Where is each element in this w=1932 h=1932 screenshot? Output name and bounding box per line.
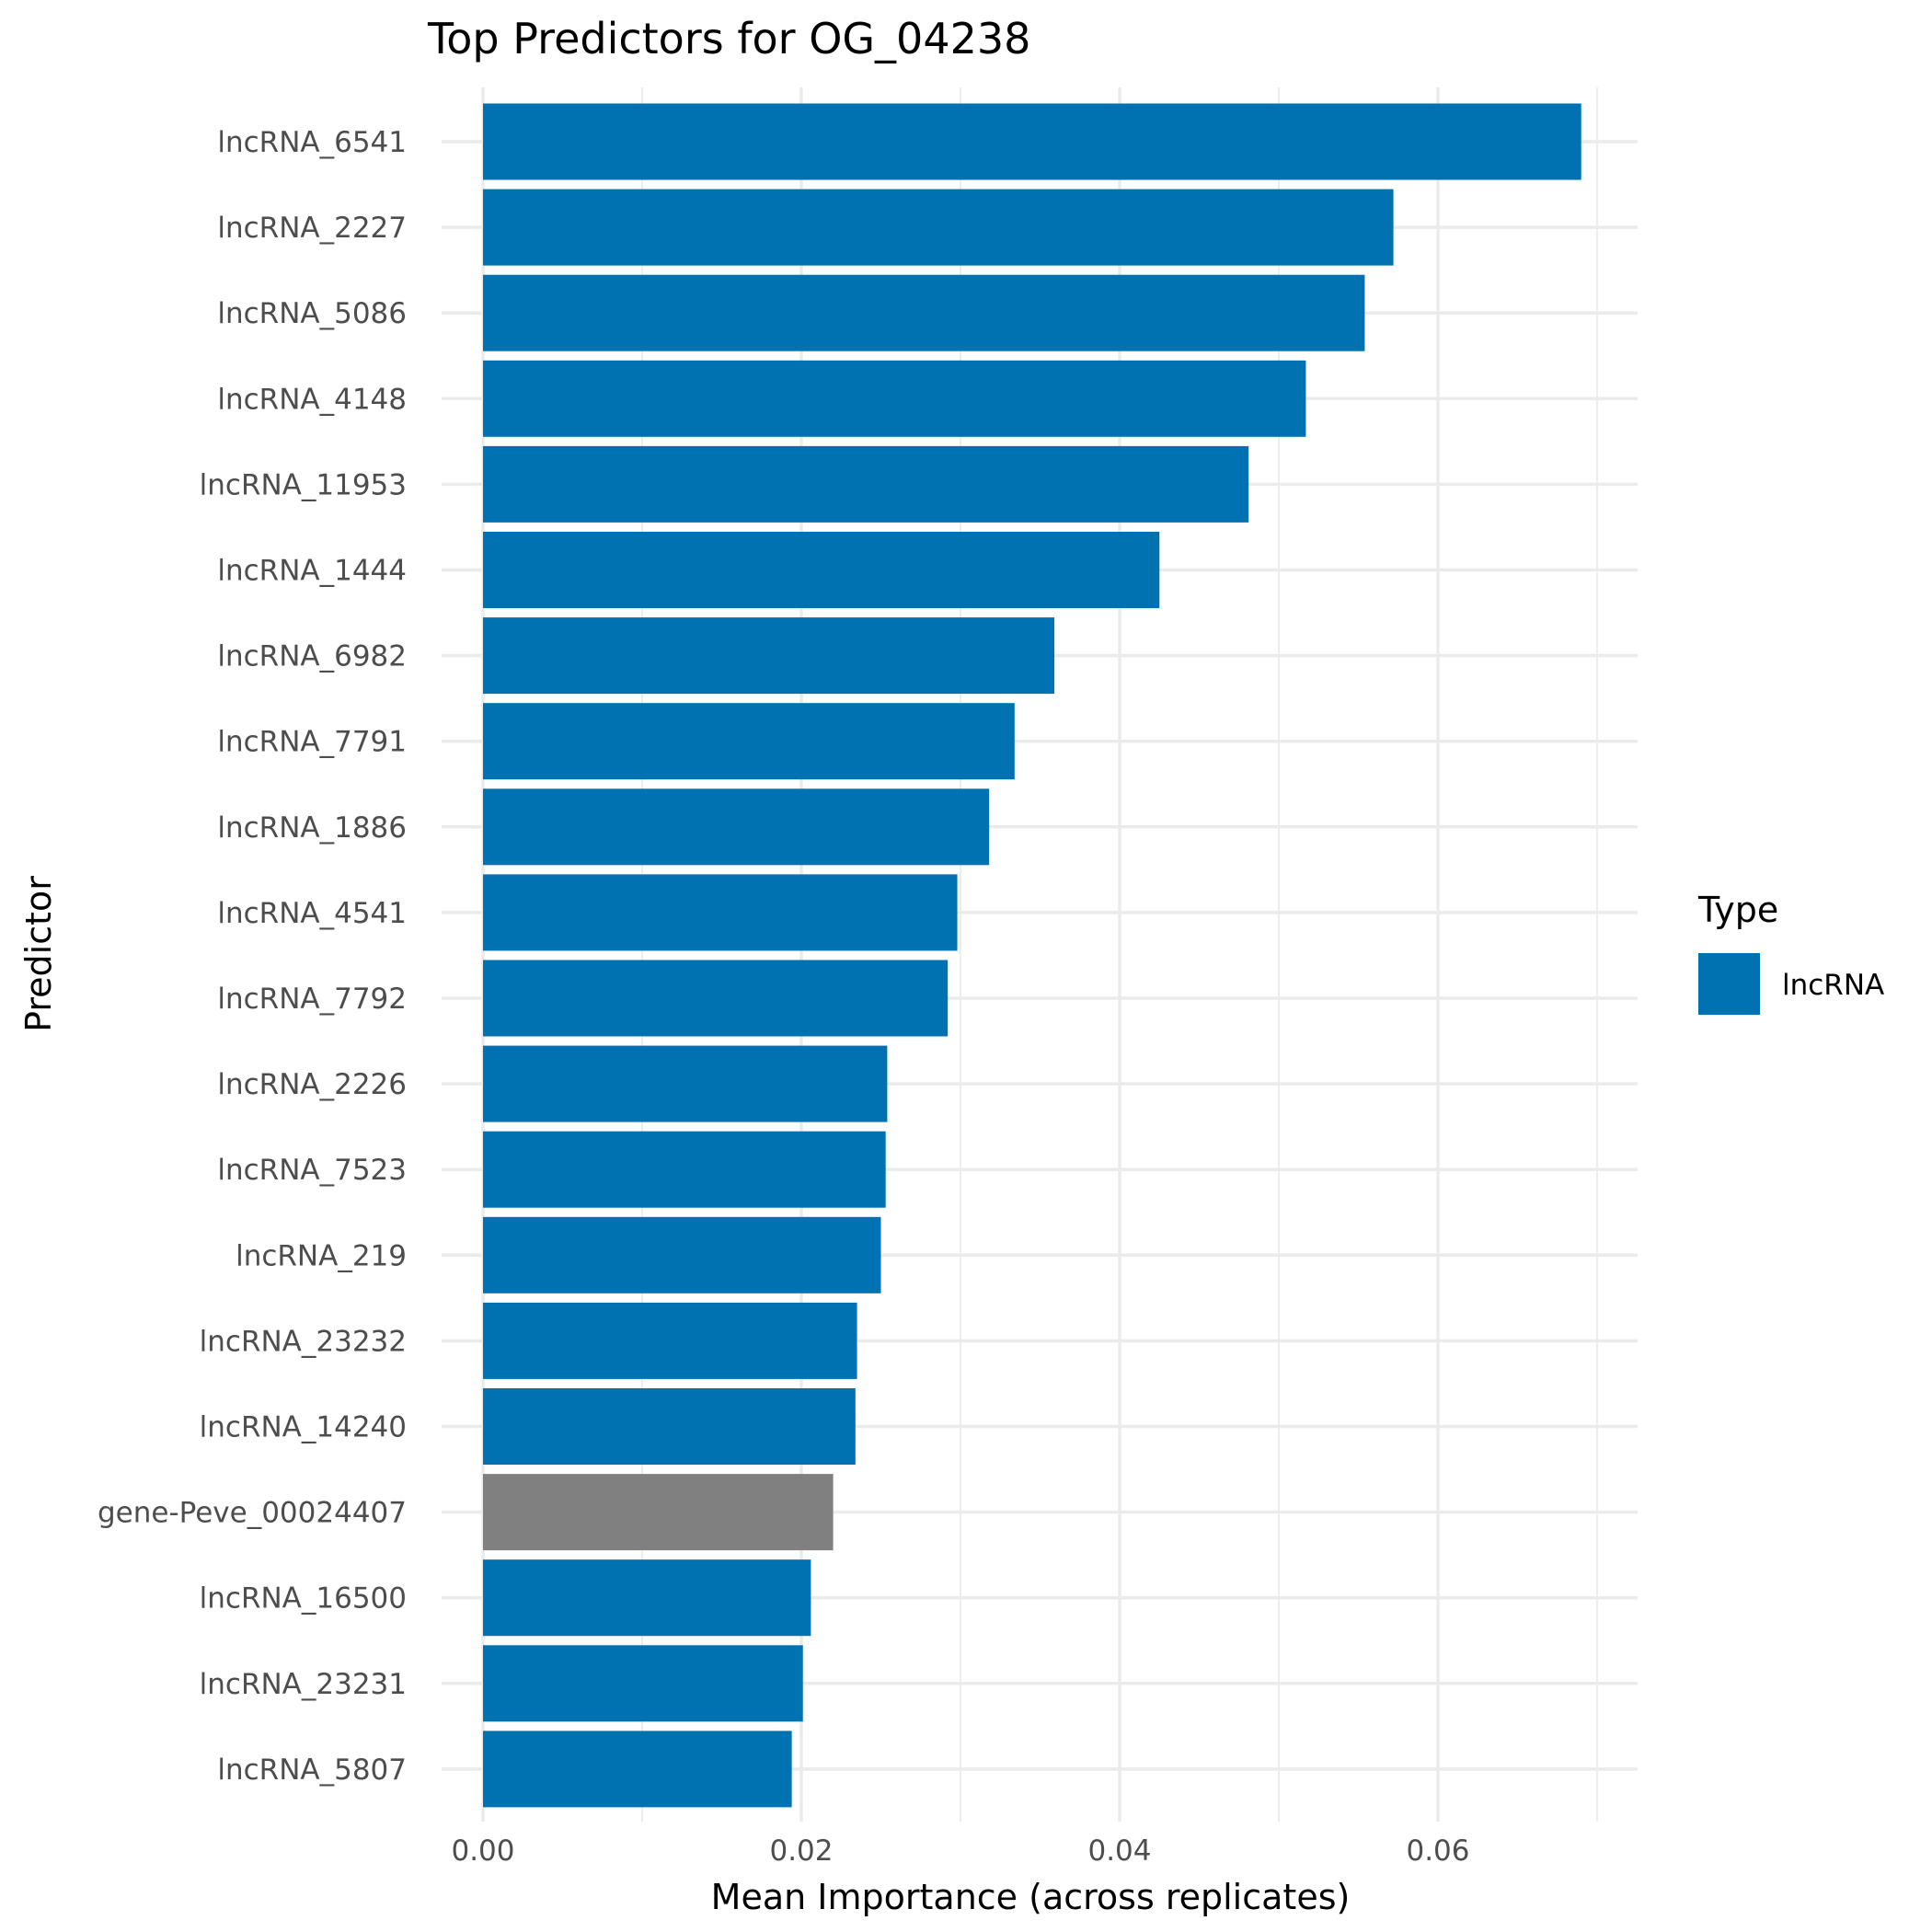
x-tick-labels: 0.00 0.02 0.04 0.06 [451,1834,1469,1868]
y-tick-label: lncRNA_2227 [217,212,407,245]
x-tick-label: 0.00 [451,1834,514,1868]
y-tick-label: lncRNA_7791 [217,726,407,759]
y-tick-label: lncRNA_4541 [217,897,407,930]
chart-title: Top Predictors for OG_04238 [427,14,1030,63]
legend-label-lncrna: lncRNA [1782,969,1884,1002]
bar [483,274,1365,351]
bar [483,103,1581,180]
y-tick-label: lncRNA_5086 [217,297,407,330]
y-tick-label: lncRNA_219 [236,1239,407,1272]
y-tick-label: lncRNA_1886 [217,811,407,845]
bar [483,1731,792,1808]
y-tick-labels: lncRNA_6541 lncRNA_2227 lncRNA_5086 lncRNA_… [98,126,407,1787]
y-tick-label: lncRNA_11953 [200,468,407,501]
bar [483,1216,881,1294]
bar [483,1559,811,1637]
bar [483,1645,803,1722]
bar [483,960,949,1037]
x-tick-label: 0.06 [1406,1834,1469,1868]
x-axis-title: Mean Importance (across replicates) [711,1877,1351,1917]
y-tick-label: lncRNA_1444 [217,555,407,588]
bar [483,189,1394,266]
y-axis-title: Predictor [18,876,59,1032]
y-tick-label: lncRNA_16500 [200,1582,407,1616]
y-tick-label: lncRNA_14240 [200,1411,407,1444]
bar [483,617,1055,695]
y-tick-label: lncRNA_7792 [217,983,407,1016]
legend: Type lncRNA [1697,890,1884,1015]
bar [483,532,1160,608]
y-tick-label: lncRNA_23232 [200,1325,407,1358]
y-tick-label: lncRNA_6982 [217,640,407,673]
y-tick-label: gene-Peve_00024407 [98,1497,407,1530]
bar [483,1302,857,1379]
bar [483,1131,886,1208]
y-tick-label: lncRNA_2226 [217,1068,407,1101]
y-tick-label: lncRNA_7523 [217,1154,407,1187]
bar [483,360,1306,437]
bar [483,1474,834,1551]
y-tick-label: lncRNA_23231 [200,1668,407,1701]
legend-swatch-lncrna [1698,953,1760,1015]
x-tick-label: 0.02 [769,1834,833,1868]
bar [483,874,958,951]
y-tick-label: lncRNA_5807 [217,1754,407,1787]
x-tick-label: 0.04 [1087,1834,1151,1868]
bar [483,788,990,866]
y-tick-label: lncRNA_4148 [217,383,407,416]
y-tick-label: lncRNA_6541 [217,126,407,159]
bar [483,1045,888,1122]
bars [483,103,1581,1808]
bar [483,703,1015,780]
bar [483,445,1249,523]
bar [483,1388,856,1465]
legend-title: Type [1697,890,1778,930]
